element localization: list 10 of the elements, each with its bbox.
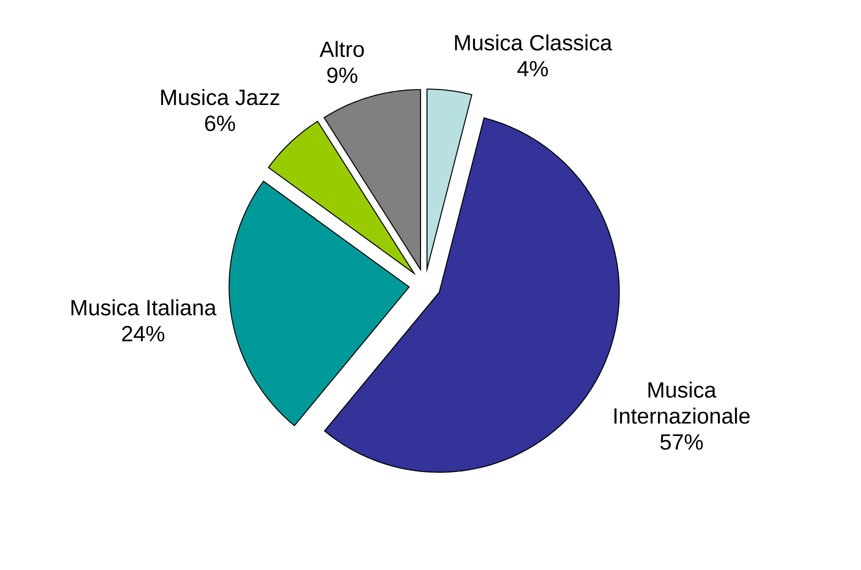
slice-label: Musica Internazionale xyxy=(614,382,750,424)
data-label: 57% xyxy=(660,434,703,450)
slice-label: Musica Jazz xyxy=(161,89,280,106)
data-label: 24% xyxy=(122,326,164,342)
data-label: 6% xyxy=(205,116,236,132)
data-label: 4% xyxy=(517,61,548,76)
slice-label: Musica Italiana xyxy=(72,299,216,316)
data-label: 9% xyxy=(327,67,358,84)
slice-label: Altro xyxy=(320,40,364,58)
slice-label: Musica Classica xyxy=(455,34,612,51)
